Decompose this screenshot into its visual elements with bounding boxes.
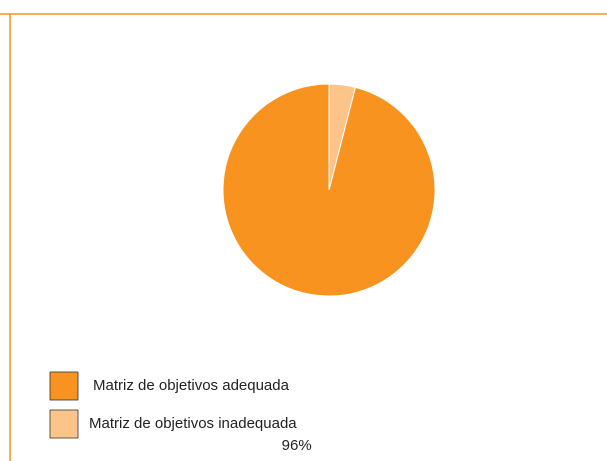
- legend-swatch: [49, 371, 79, 401]
- data-label: 96%: [282, 437, 312, 454]
- legend-label: Matriz de objetivos adequada: [93, 377, 290, 394]
- pie-slice: [328, 83, 356, 191]
- legend-swatch: [49, 409, 79, 439]
- legend-label: Matriz de objetivos inadequada: [89, 415, 297, 432]
